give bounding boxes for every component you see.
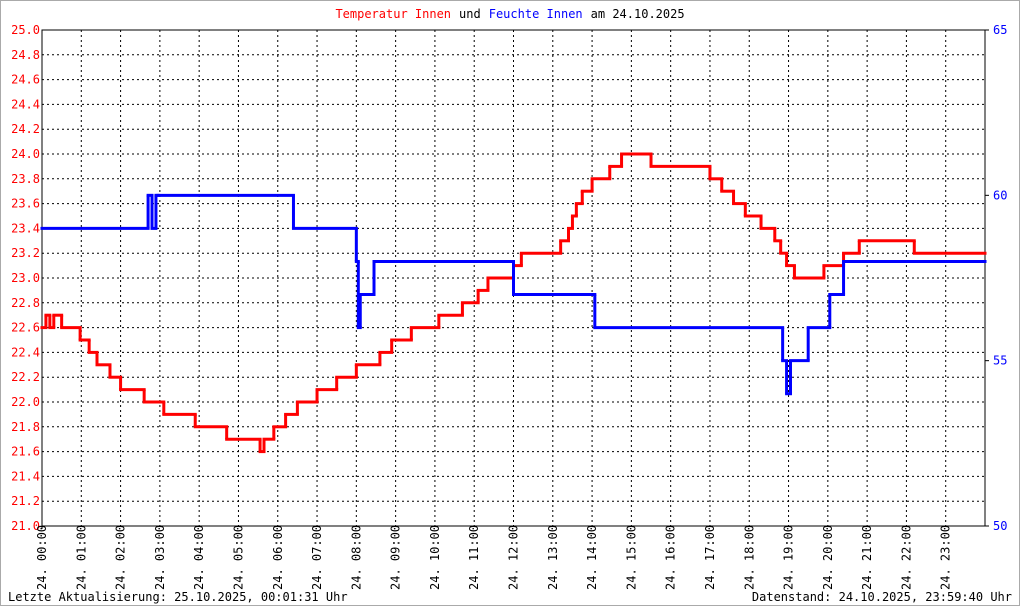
y-tick-label: 22.2 [11,370,40,384]
x-tick-label: 24. 04:00 [192,525,206,590]
x-tick-label: 24. 09:00 [389,525,403,590]
x-tick-label: 24. 15:00 [624,525,638,590]
y-tick-label: 24.2 [11,122,40,136]
x-tick-label: 24. 13:00 [546,525,560,590]
title-part: und [459,7,481,21]
x-tick-label: 24. 12:00 [507,525,521,590]
y-tick-label: 23.6 [11,197,40,211]
y-tick-label: 22.0 [11,395,40,409]
y-tick-label: 23.0 [11,271,40,285]
y-tick-label: 21.4 [11,469,40,483]
x-tick-label: 24. 14:00 [585,525,599,590]
y2-tick-label: 55 [993,354,1007,368]
y-tick-label: 24.8 [11,48,40,62]
x-tick-label: 24. 05:00 [231,525,245,590]
series-0 [40,152,987,454]
x-tick-label: 24. 22:00 [899,525,913,590]
x-tick-label: 24. 18:00 [742,525,756,590]
footer-left: Letzte Aktualisierung: 25.10.2025, 00:01… [8,590,348,604]
y-tick-label: 23.8 [11,172,40,186]
x-tick-label: 24. 17:00 [703,525,717,590]
x-tick-label: 24. 06:00 [271,525,285,590]
series-1 [40,193,987,396]
x-tick-label: 24. 07:00 [310,525,324,590]
x-tick-label: 24. 08:00 [349,525,363,590]
y-tick-label: 23.4 [11,221,40,235]
y-tick-label: 22.6 [11,321,40,335]
x-tick-label: 24. 16:00 [664,525,678,590]
y-tick-label: 24.6 [11,73,40,87]
y-tick-label: 21.8 [11,420,40,434]
y-tick-label: 25.0 [11,23,40,37]
y2-tick-label: 60 [993,188,1007,202]
x-tick-label: 24. 23:00 [939,525,953,590]
y2-tick-label: 65 [993,23,1007,37]
x-tick-label: 24. 00:00 [35,525,49,590]
x-tick-label: 24. 01:00 [74,525,88,590]
x-tick-label: 24. 02:00 [114,525,128,590]
x-tick-label: 24. 21:00 [860,525,874,590]
plot-border [41,29,986,527]
title-part: Temperatur Innen [335,7,451,21]
y-tick-label: 24.4 [11,97,40,111]
x-tick-label: 24. 11:00 [467,525,481,590]
y2-tick-label: 50 [993,519,1007,533]
y-tick-label: 21.6 [11,445,40,459]
y-tick-label: 22.4 [11,345,40,359]
y-tick-label: 23.2 [11,246,40,260]
y-tick-label: 21.2 [11,494,40,508]
y-tick-label: 24.0 [11,147,40,161]
x-tick-label: 24. 03:00 [153,525,167,590]
chart-title: Temperatur Innen und Feuchte Innen am 24.10… [335,7,684,21]
x-tick-label: 24. 10:00 [428,525,442,590]
title-part: Feuchte Innen [489,7,583,21]
footer-right: Datenstand: 24.10.2025, 23:59:40 Uhr [752,590,1012,604]
x-tick-label: 24. 19:00 [782,525,796,590]
title-part: am 24.10.2025 [591,7,685,21]
y-tick-label: 22.8 [11,296,40,310]
x-tick-label: 24. 20:00 [821,525,835,590]
y-tick-label: 21.0 [11,519,40,533]
